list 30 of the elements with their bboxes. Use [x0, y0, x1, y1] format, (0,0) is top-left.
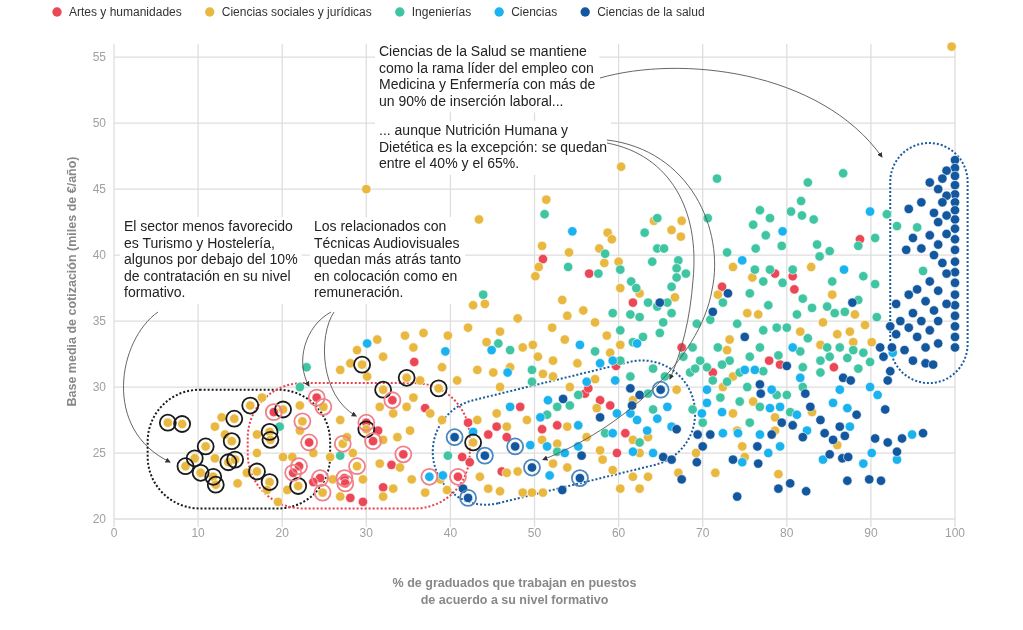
y-axis-title: Base media de cotización (miles de €/año) [65, 156, 79, 407]
y-tick-label: 50 [92, 116, 107, 131]
y-tick-label: 20 [92, 512, 107, 527]
x-tick-label: 50 [527, 526, 542, 540]
legend-label: Ciencias sociales y jurídicas [221, 5, 372, 20]
legend-label: Ciencias de la salud [597, 5, 705, 20]
x-tick-label: 0 [110, 526, 118, 540]
annotation: Ciencias de la Salud se mantiene como la rama líder del empleo con Medicina y Enfermería con más de un 90% de inserción laboral... [379, 43, 596, 109]
legend-label: Artes y humanidades [69, 5, 182, 20]
x-tick-label: 60 [611, 526, 626, 540]
y-tick-label: 55 [92, 50, 107, 65]
y-tick-label: 25 [92, 446, 107, 461]
annotation: Los relacionados con Técnicas Audiovisuales quedan más atrás tanto en colocación como en remuneración. [314, 218, 462, 301]
y-tick-label: 30 [92, 380, 107, 395]
y-tick-label: 40 [92, 248, 107, 263]
x-tick-label: 90 [864, 526, 878, 540]
y-tick-label: 45 [92, 182, 107, 197]
x-tick-label: 40 [443, 526, 458, 540]
x-axis-title: % de graduados que trabajan en puestos de acuerdo a su nivel formativo [392, 576, 637, 607]
legend-label: Ciencias [511, 5, 558, 20]
x-tick-label: 30 [359, 526, 374, 540]
legend-label: Ingenierías [411, 5, 472, 20]
x-tick-label: 70 [696, 526, 710, 540]
x-tick-label: 80 [780, 526, 794, 540]
x-tick-label: 20 [275, 526, 290, 540]
annotation: ... aunque Nutrición Humana y Dietética es la excepción: se quedan entre el 40% y el 65%. [379, 122, 608, 172]
annotation: El sector menos favorecido es Turismo y Hostelería, algunos por debajo del 10% de contratación en su nivel formativo. [124, 218, 298, 301]
x-tick-label: 100 [944, 526, 966, 540]
x-tick-label: 10 [191, 526, 206, 540]
y-tick-label: 35 [92, 314, 107, 329]
